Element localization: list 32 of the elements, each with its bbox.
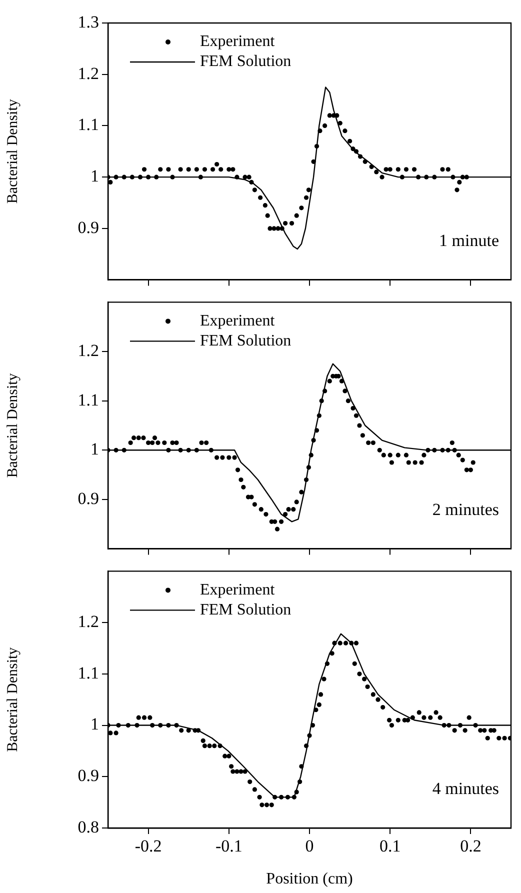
y-tick-label: 1.2 bbox=[78, 340, 99, 360]
annotation: 4 minutes bbox=[432, 779, 499, 798]
y-axis-title: Bacterial Density bbox=[4, 646, 21, 752]
x-tick-label: 0 bbox=[305, 836, 314, 856]
x-tick-label: 0.2 bbox=[460, 836, 482, 856]
x-tick-label: -0.2 bbox=[134, 836, 162, 856]
y-tick-label: 0.9 bbox=[78, 218, 99, 237]
y-tick-label: 0.8 bbox=[78, 817, 99, 836]
annotation: 2 minutes bbox=[432, 500, 499, 519]
y-axis-title: Bacterial Density bbox=[4, 98, 21, 204]
legend-label: FEM Solution bbox=[200, 53, 292, 70]
y-axis-title: Bacterial Density bbox=[4, 372, 21, 478]
legend-label: Experiment bbox=[200, 581, 276, 598]
legend-label: FEM Solution bbox=[200, 332, 292, 350]
y-tick-label: 1 bbox=[90, 440, 99, 459]
x-tick-label: 0.1 bbox=[379, 836, 401, 856]
x-axis-title: Position (cm) bbox=[266, 870, 353, 888]
legend-label: FEM Solution bbox=[200, 601, 292, 618]
annotation: 1 minute bbox=[439, 230, 499, 250]
y-tick-label: 1.2 bbox=[78, 64, 99, 83]
y-tick-label: 1 bbox=[90, 714, 99, 734]
y-tick-label: 1.1 bbox=[78, 663, 99, 682]
y-tick-label: 0.9 bbox=[78, 766, 99, 786]
y-tick-label: 1.1 bbox=[78, 115, 99, 134]
x-tick-label: -0.1 bbox=[215, 836, 242, 856]
y-tick-label: 1.3 bbox=[78, 12, 99, 32]
y-tick-label: 1 bbox=[90, 166, 99, 186]
legend-label: Experiment bbox=[200, 33, 276, 50]
y-tick-label: 1.1 bbox=[78, 390, 99, 410]
legend-label: Experiment bbox=[200, 312, 276, 330]
y-tick-label: 0.9 bbox=[78, 488, 99, 508]
y-tick-label: 1.2 bbox=[78, 612, 99, 632]
